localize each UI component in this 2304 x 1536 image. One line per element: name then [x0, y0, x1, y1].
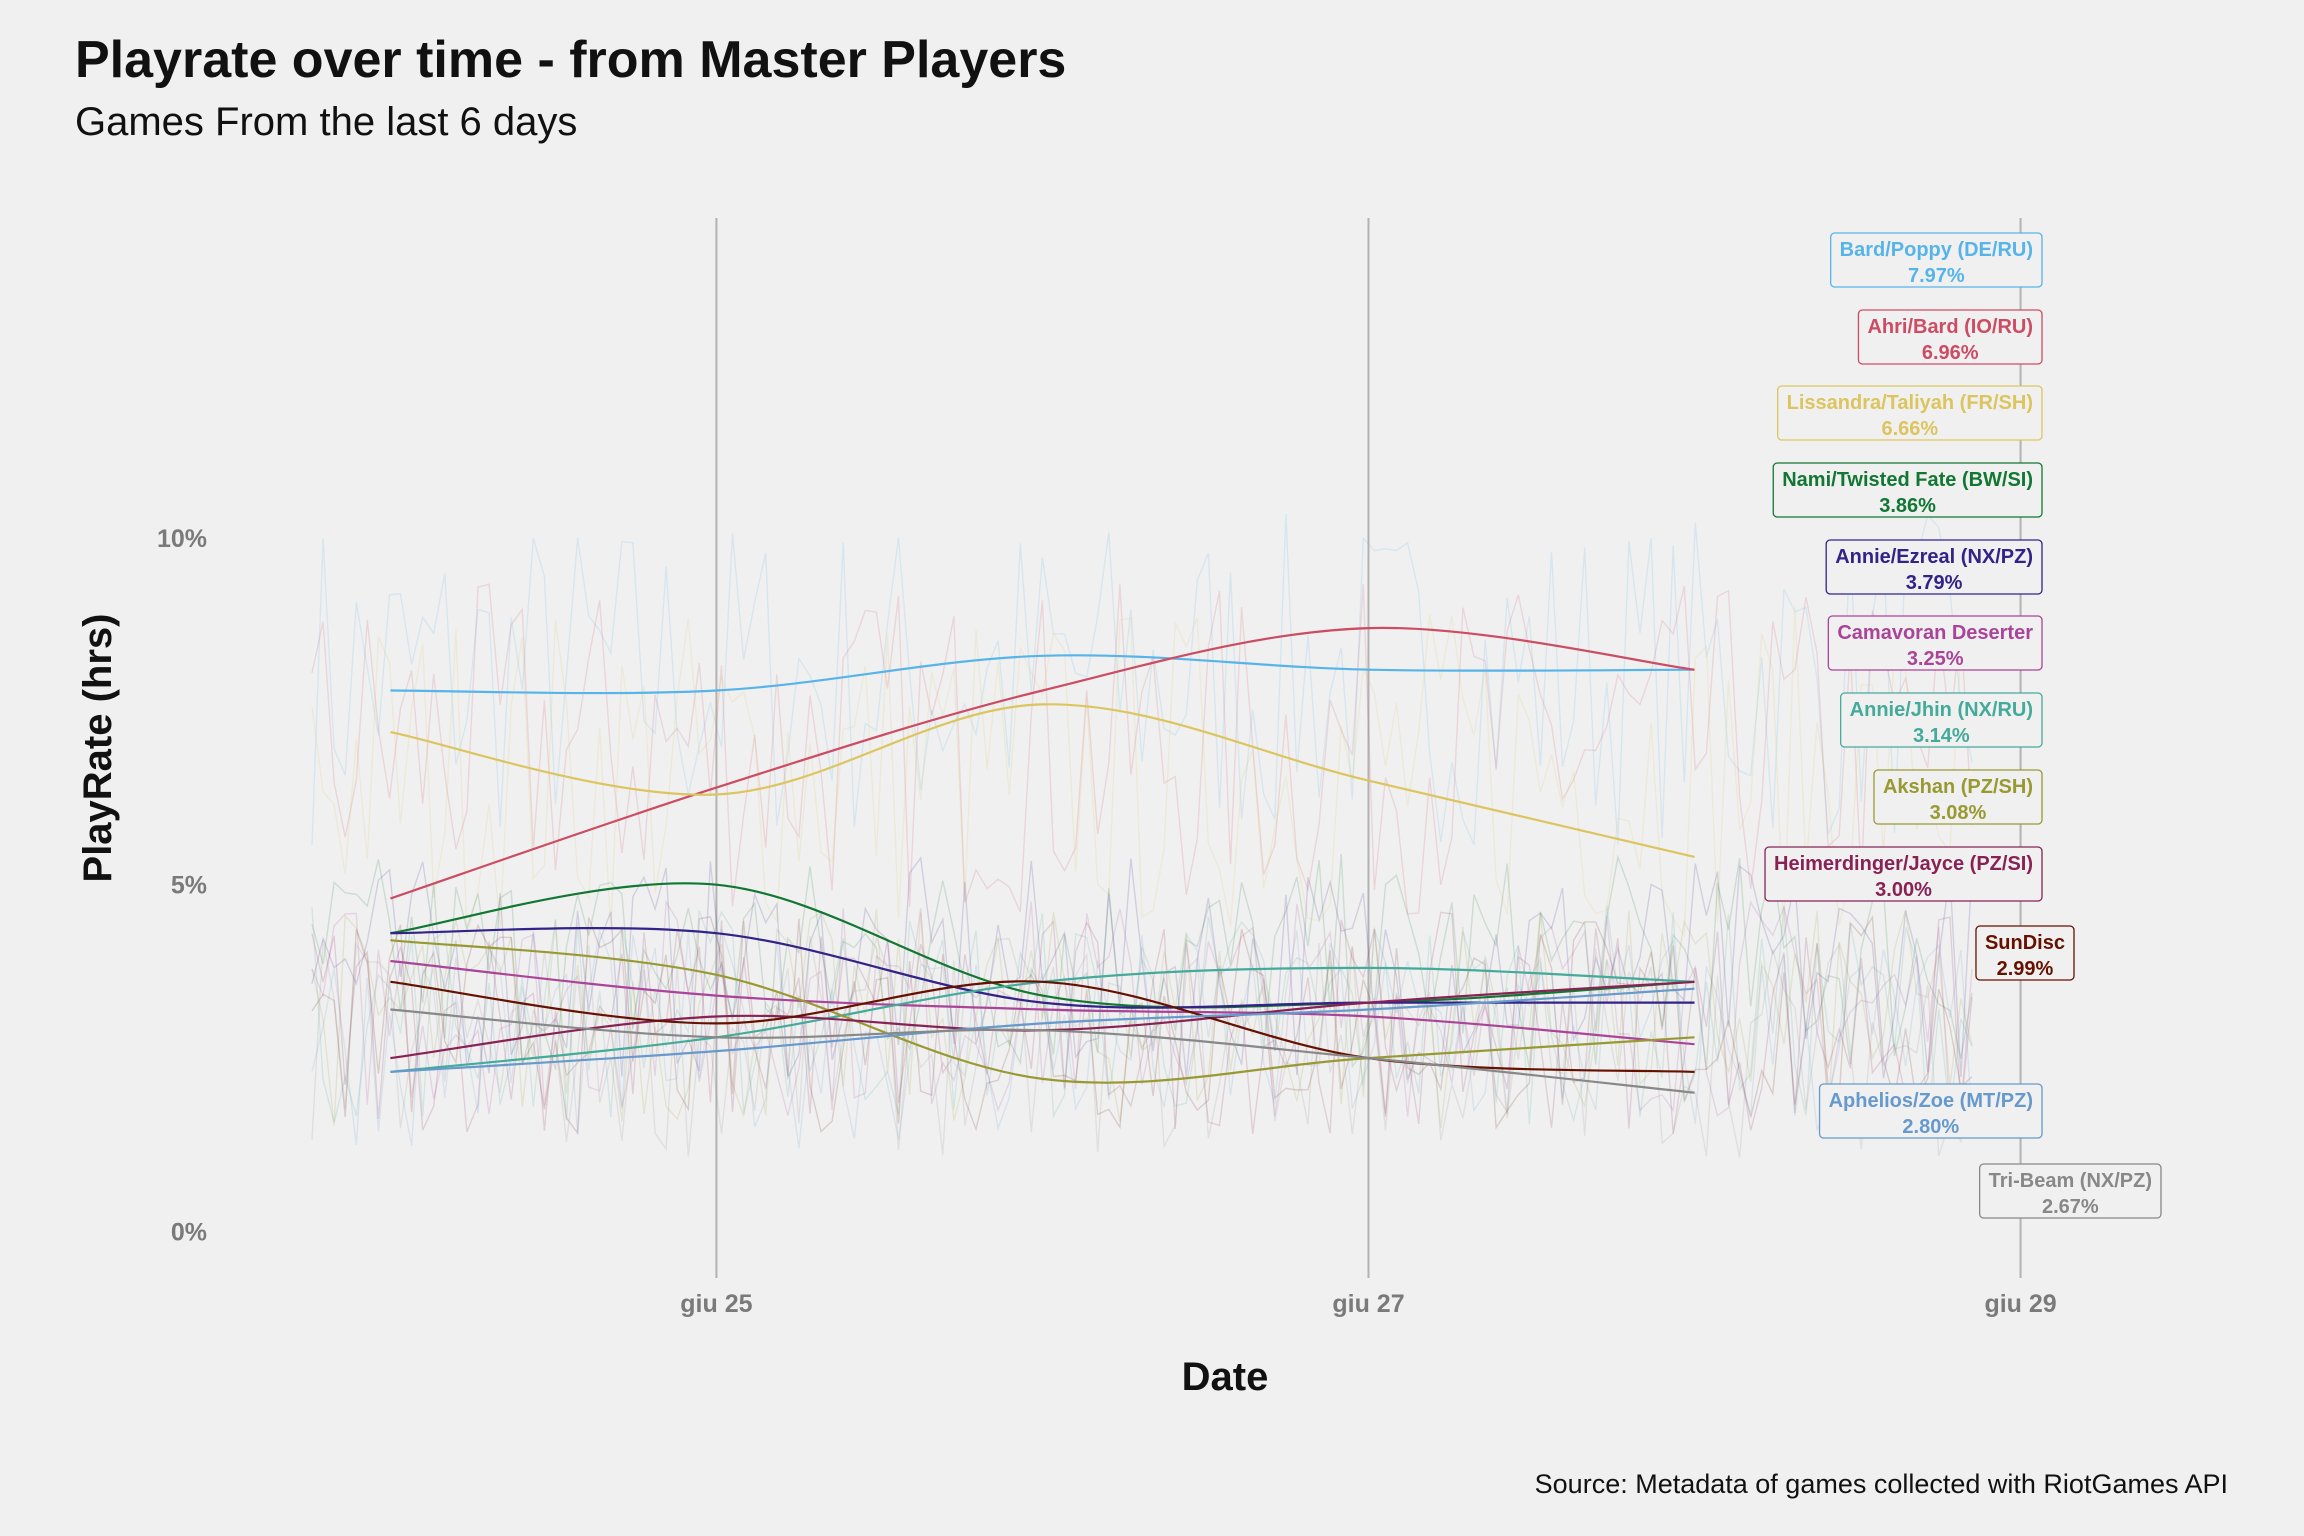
- series-label-pct: 3.08%: [1930, 802, 1987, 824]
- smoothed-series-line: [390, 882, 1695, 1009]
- smoothed-series-line: [390, 959, 1695, 1046]
- series-label-name: Annie/Jhin (NX/RU): [1850, 699, 2033, 721]
- y-tick-label: 5%: [171, 872, 207, 900]
- series-label-box: [1830, 232, 2043, 288]
- x-tick-label: giu 29: [1984, 1290, 2056, 1318]
- smoothed-series-lines: [390, 626, 1695, 1094]
- series-label-pct: 6.66%: [1881, 418, 1938, 440]
- x-axis-title: Date: [1182, 1355, 1269, 1399]
- series-label-name: Lissandra/Taliyah (FR/SH): [1787, 392, 2033, 414]
- series-label: Akshan (PZ/SH) 3.08%: [1873, 769, 2043, 825]
- series-label: Camavoran Deserter 3.25%: [1827, 615, 2043, 671]
- series-label-box: [1857, 309, 2043, 365]
- source-caption: Source: Metadata of games collected with…: [1534, 1469, 2228, 1499]
- raw-series-line: [311, 928, 1973, 1149]
- smoothed-series-line: [390, 703, 1695, 858]
- series-label: Heimerdinger/Jayce (PZ/SI) 3.00%: [1764, 846, 2043, 902]
- smoothed-series-line: [390, 654, 1695, 695]
- raw-series-line: [311, 914, 1973, 1135]
- smoothed-series-line: [390, 987, 1695, 1073]
- series-label: Tri-Beam (NX/PZ) 2.67%: [1978, 1163, 2162, 1219]
- x-axis-ticks: giu 25 giu 27 giu 29: [680, 1290, 2056, 1318]
- series-label-name: Tri-Beam (NX/PZ): [1989, 1170, 2152, 1192]
- chart-subtitle: Games From the last 6 days: [75, 100, 578, 144]
- series-label-box: [1873, 769, 2043, 825]
- series-label-pct: 7.97%: [1908, 265, 1965, 287]
- y-axis-title: PlayRate (hrs): [76, 614, 120, 883]
- raw-series-line: [311, 583, 1973, 915]
- raw-series-background: [311, 513, 1973, 1158]
- series-label-box: [1764, 846, 2043, 902]
- series-label-box: [1840, 692, 2043, 748]
- y-tick-label: 10%: [157, 525, 207, 553]
- series-label-pct: 2.99%: [1997, 958, 2054, 980]
- smoothed-series-line: [390, 626, 1695, 900]
- series-label-box: [1777, 385, 2043, 441]
- series-label: SunDisc 2.99%: [1975, 925, 2075, 981]
- smoothed-series-line: [390, 980, 1695, 1073]
- series-label: Ahri/Bard (IO/RU) 6.96%: [1857, 309, 2043, 365]
- series-label: Annie/Ezreal (NX/PZ) 3.79%: [1825, 539, 2043, 595]
- x-tick-label: giu 27: [1332, 1290, 1404, 1318]
- series-end-labels: Bard/Poppy (DE/RU) 7.97% Ahri/Bard (IO/RU)…: [1764, 232, 2162, 1219]
- series-label-box: [1825, 539, 2043, 595]
- series-label-box: [1772, 462, 2043, 518]
- smoothed-series-line: [390, 1008, 1695, 1094]
- series-label-name: Annie/Ezreal (NX/PZ): [1835, 546, 2033, 568]
- y-axis-ticks: 0% 5% 10%: [157, 525, 207, 1247]
- series-label: Lissandra/Taliyah (FR/SH) 6.66%: [1777, 385, 2043, 441]
- series-label-pct: 3.00%: [1875, 879, 1932, 901]
- series-label-name: Bard/Poppy (DE/RU): [1840, 239, 2033, 261]
- raw-series-line: [311, 853, 1973, 1070]
- series-label: Bard/Poppy (DE/RU) 7.97%: [1830, 232, 2043, 288]
- series-label-box: [1827, 615, 2043, 671]
- series-label-pct: 3.86%: [1879, 495, 1936, 517]
- series-label-pct: 3.14%: [1913, 725, 1970, 747]
- series-label-name: Nami/Twisted Fate (BW/SI): [1782, 469, 2033, 491]
- series-label-pct: 6.96%: [1922, 342, 1979, 364]
- y-tick-label: 0%: [171, 1218, 207, 1246]
- raw-series-line: [311, 605, 1973, 938]
- raw-series-line: [311, 905, 1973, 1125]
- series-label: Annie/Jhin (NX/RU) 3.14%: [1840, 692, 2043, 748]
- series-label-name: Aphelios/Zoe (MT/PZ): [1829, 1090, 2033, 1112]
- series-label-name: SunDisc: [1985, 932, 2065, 954]
- chart-title: Playrate over time - from Master Players: [75, 31, 1067, 89]
- series-label-pct: 3.25%: [1907, 648, 1964, 670]
- series-label-box: [1978, 1163, 2162, 1219]
- raw-series-line: [311, 856, 1973, 1081]
- series-label-pct: 3.79%: [1906, 572, 1963, 594]
- series-label-name: Camavoran Deserter: [1837, 622, 2033, 644]
- series-label: Nami/Twisted Fate (BW/SI) 3.86%: [1772, 462, 2043, 518]
- series-label-box: [1818, 1083, 2043, 1139]
- series-label-pct: 2.80%: [1902, 1116, 1959, 1138]
- smoothed-series-line: [390, 939, 1695, 1084]
- series-label-name: Heimerdinger/Jayce (PZ/SI): [1774, 853, 2033, 875]
- raw-series-line: [311, 935, 1973, 1158]
- series-label-box: [1975, 925, 2075, 981]
- series-label-pct: 2.67%: [2042, 1196, 2099, 1218]
- raw-series-line: [311, 513, 1973, 846]
- series-label-name: Ahri/Bard (IO/RU): [1867, 316, 2033, 338]
- raw-series-line: [311, 899, 1973, 1117]
- series-label: Aphelios/Zoe (MT/PZ) 2.80%: [1818, 1083, 2043, 1139]
- x-tick-label: giu 25: [680, 1290, 752, 1318]
- series-label-name: Akshan (PZ/SH): [1883, 776, 2033, 798]
